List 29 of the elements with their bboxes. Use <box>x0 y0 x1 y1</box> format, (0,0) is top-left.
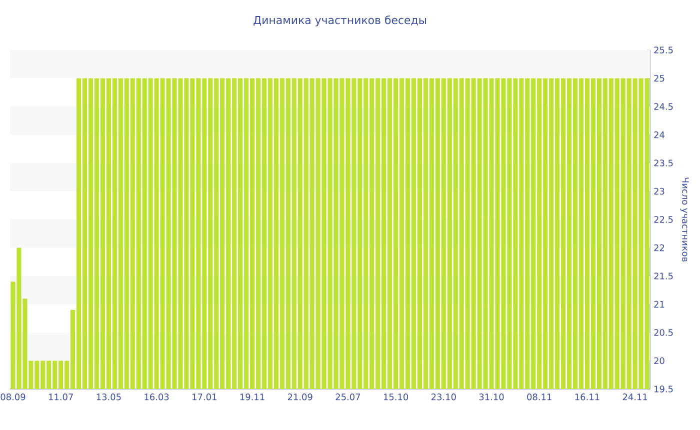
x-tick-label: 17.01 <box>192 394 216 400</box>
x-tick-label: 13.05 <box>96 394 121 400</box>
y-tick-label: 19.5 <box>654 386 673 392</box>
x-tick-label: 08.11 <box>527 394 552 400</box>
x-tick-label: 11.07 <box>48 394 73 400</box>
x-tick-label: 16.03 <box>144 394 169 400</box>
y-tick-label: 22.5 <box>654 216 673 223</box>
x-tick-label: 08.09 <box>0 394 26 400</box>
y-tick-label: 25 <box>654 74 664 82</box>
y-tick-label: 23.5 <box>654 160 673 166</box>
y-tick-label: 21.5 <box>654 272 673 280</box>
y-tick-label: 22 <box>654 244 664 252</box>
y-tick-label: 25.5 <box>654 46 673 54</box>
x-tick-label: 25.07 <box>336 394 360 400</box>
y-tick-label: 24 <box>654 131 664 138</box>
x-tick-label: 19.11 <box>240 394 264 400</box>
x-tick-label: 31.10 <box>479 394 504 400</box>
y-axis-title: Число участников <box>680 178 689 262</box>
y-tick-label: 20 <box>654 357 664 364</box>
y-tick-label: 23 <box>654 188 664 195</box>
x-tick-label: 16.11 <box>575 394 600 400</box>
x-tick-label: 21.09 <box>288 394 312 400</box>
y-tick-label: 24.5 <box>654 103 673 110</box>
y-tick-label: 20.5 <box>654 329 673 336</box>
y-tick-label: 21 <box>654 300 664 308</box>
x-tick-label: 23.10 <box>431 394 456 400</box>
x-tick-label: 24.11 <box>622 394 648 400</box>
chart-title: Динамика участников беседы <box>254 16 426 26</box>
x-tick-label: 15.10 <box>384 394 408 400</box>
